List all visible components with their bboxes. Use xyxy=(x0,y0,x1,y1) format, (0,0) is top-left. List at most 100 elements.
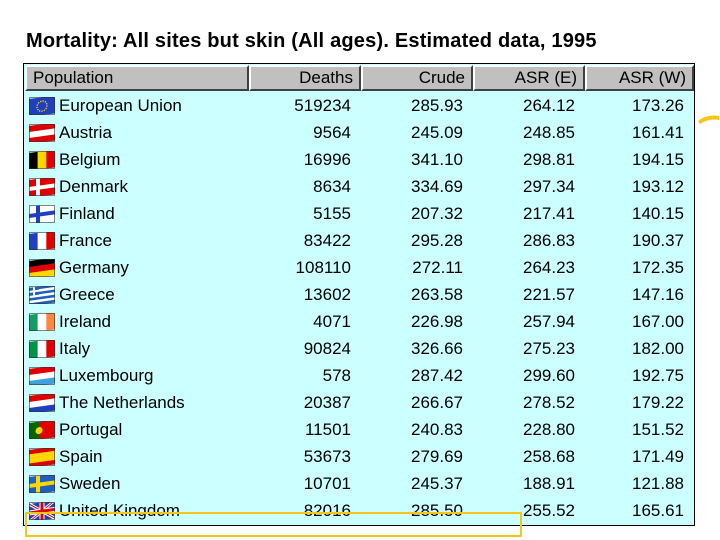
asr-e-cell: 188.91 xyxy=(523,473,575,493)
table-body: European Union 519234 285.93 264.12 173.26 Au… xyxy=(25,92,694,524)
table-row[interactable]: The Netherlands 20387 266.67 278.52 179.22 xyxy=(25,389,694,416)
table-row[interactable]: Spain 53673 279.69 258.68 171.49 xyxy=(25,443,694,470)
asr-e-cell: 297.34 xyxy=(523,176,575,196)
population-cell: The Netherlands xyxy=(25,393,249,413)
asr-e-cell: 217.41 xyxy=(523,203,575,223)
asr-e-cell: 255.52 xyxy=(523,500,575,520)
asr-w-cell: 194.15 xyxy=(632,149,684,169)
population-cell: Portugal xyxy=(25,420,249,440)
deaths-cell: 20387 xyxy=(303,392,351,412)
table-row[interactable]: Ireland 4071 226.98 257.94 167.00 xyxy=(25,308,694,335)
table-row[interactable]: Finland 5155 207.32 217.41 140.15 xyxy=(25,200,694,227)
population-cell: United Kingdom xyxy=(25,501,249,521)
deaths-cell: 519234 xyxy=(294,95,351,115)
crude-cell: 341.10 xyxy=(411,149,463,169)
ireland-flag-icon xyxy=(29,312,55,331)
deaths-cell: 16996 xyxy=(303,149,351,169)
crude-cell: 334.69 xyxy=(411,176,463,196)
column-header-asr-w[interactable]: ASR (W) xyxy=(585,65,694,91)
asr-e-cell: 248.85 xyxy=(523,122,575,142)
portugal-flag-icon xyxy=(29,420,55,439)
mortality-table: Population Deaths Crude ASR (E) ASR (W) … xyxy=(23,63,695,537)
table-row[interactable]: United Kingdom 82016 285.50 255.52 165.61 xyxy=(25,497,694,524)
table-row[interactable]: Greece 13602 263.58 221.57 147.16 xyxy=(25,281,694,308)
asr-e-cell: 264.12 xyxy=(523,95,575,115)
asr-w-cell: 121.88 xyxy=(632,473,684,493)
table-row[interactable]: Austria 9564 245.09 248.85 161.41 xyxy=(25,119,694,146)
deaths-cell: 13602 xyxy=(303,284,351,304)
column-header-crude[interactable]: Crude xyxy=(361,65,473,91)
asr-w-cell: 171.49 xyxy=(632,446,684,466)
column-header-asr-e[interactable]: ASR (E) xyxy=(473,65,585,91)
asr-w-cell: 140.15 xyxy=(632,203,684,223)
austria-flag-icon xyxy=(29,123,55,142)
population-name: Austria xyxy=(59,122,112,142)
table-row[interactable]: Denmark 8634 334.69 297.34 193.12 xyxy=(25,173,694,200)
asr-w-cell: 192.75 xyxy=(632,365,684,385)
population-name: Denmark xyxy=(59,176,128,196)
deaths-cell: 4071 xyxy=(313,311,351,331)
eu-flag-icon xyxy=(29,96,55,115)
asr-e-cell: 299.60 xyxy=(523,365,575,385)
population-cell: Spain xyxy=(25,447,249,467)
population-cell: Luxembourg xyxy=(25,366,249,386)
asr-w-cell: 193.12 xyxy=(632,176,684,196)
table-row[interactable]: Sweden 10701 245.37 188.91 121.88 xyxy=(25,470,694,497)
table-row[interactable]: Germany 108110 272.11 264.23 172.35 xyxy=(25,254,694,281)
population-cell: Ireland xyxy=(25,312,249,332)
column-header-population[interactable]: Population xyxy=(25,65,249,91)
deaths-cell: 5155 xyxy=(313,203,351,223)
column-header-deaths[interactable]: Deaths xyxy=(249,65,361,91)
asr-w-cell: 179.22 xyxy=(632,392,684,412)
pointer-mark-icon xyxy=(698,115,719,124)
asr-e-cell: 278.52 xyxy=(523,392,575,412)
population-cell: Belgium xyxy=(25,150,249,170)
asr-e-cell: 264.23 xyxy=(523,257,575,277)
sweden-flag-icon xyxy=(29,474,55,493)
population-name: Luxembourg xyxy=(59,365,154,385)
population-cell: Austria xyxy=(25,123,249,143)
denmark-flag-icon xyxy=(29,177,55,196)
finland-flag-icon xyxy=(29,204,55,223)
spain-flag-icon xyxy=(29,447,55,466)
table-row[interactable]: Portugal 11501 240.83 228.80 151.52 xyxy=(25,416,694,443)
table-row[interactable]: European Union 519234 285.93 264.12 173.26 xyxy=(25,92,694,119)
crude-cell: 207.32 xyxy=(411,203,463,223)
asr-w-cell: 182.00 xyxy=(632,338,684,358)
deaths-cell: 578 xyxy=(322,365,351,385)
spain-row-highlight xyxy=(25,512,522,537)
crude-cell: 226.98 xyxy=(411,311,463,331)
asr-e-cell: 228.80 xyxy=(523,419,575,439)
deaths-cell: 108110 xyxy=(295,257,351,277)
deaths-cell: 11501 xyxy=(304,419,351,439)
table-row[interactable]: France 83422 295.28 286.83 190.37 xyxy=(25,227,694,254)
asr-e-cell: 221.57 xyxy=(523,284,575,304)
asr-e-cell: 275.23 xyxy=(523,338,575,358)
population-name: European Union xyxy=(59,95,182,115)
population-name: United Kingdom xyxy=(59,500,180,520)
crude-cell: 326.66 xyxy=(411,338,463,358)
population-name: Finland xyxy=(59,203,115,223)
population-cell: Italy xyxy=(25,339,249,359)
deaths-cell: 90824 xyxy=(303,338,351,358)
germany-flag-icon xyxy=(29,258,55,277)
uk-flag-icon xyxy=(29,501,55,520)
deaths-cell: 9564 xyxy=(313,122,351,142)
france-flag-icon xyxy=(29,231,55,250)
table-row[interactable]: Belgium 16996 341.10 298.81 194.15 xyxy=(25,146,694,173)
crude-cell: 272.11 xyxy=(412,257,463,277)
table-row[interactable]: Italy 90824 326.66 275.23 182.00 xyxy=(25,335,694,362)
deaths-cell: 53673 xyxy=(303,446,351,466)
table-row[interactable]: Luxembourg 578 287.42 299.60 192.75 xyxy=(25,362,694,389)
population-name: Ireland xyxy=(59,311,111,331)
population-name: Sweden xyxy=(59,473,121,493)
asr-w-cell: 165.61 xyxy=(632,500,684,520)
population-name: Italy xyxy=(59,338,91,358)
population-cell: Greece xyxy=(25,285,249,305)
crude-cell: 240.83 xyxy=(411,419,463,439)
crude-cell: 287.42 xyxy=(411,365,463,385)
belgium-flag-icon xyxy=(29,150,55,169)
asr-w-cell: 173.26 xyxy=(632,95,684,115)
population-name: Greece xyxy=(59,284,115,304)
population-cell: France xyxy=(25,231,249,251)
